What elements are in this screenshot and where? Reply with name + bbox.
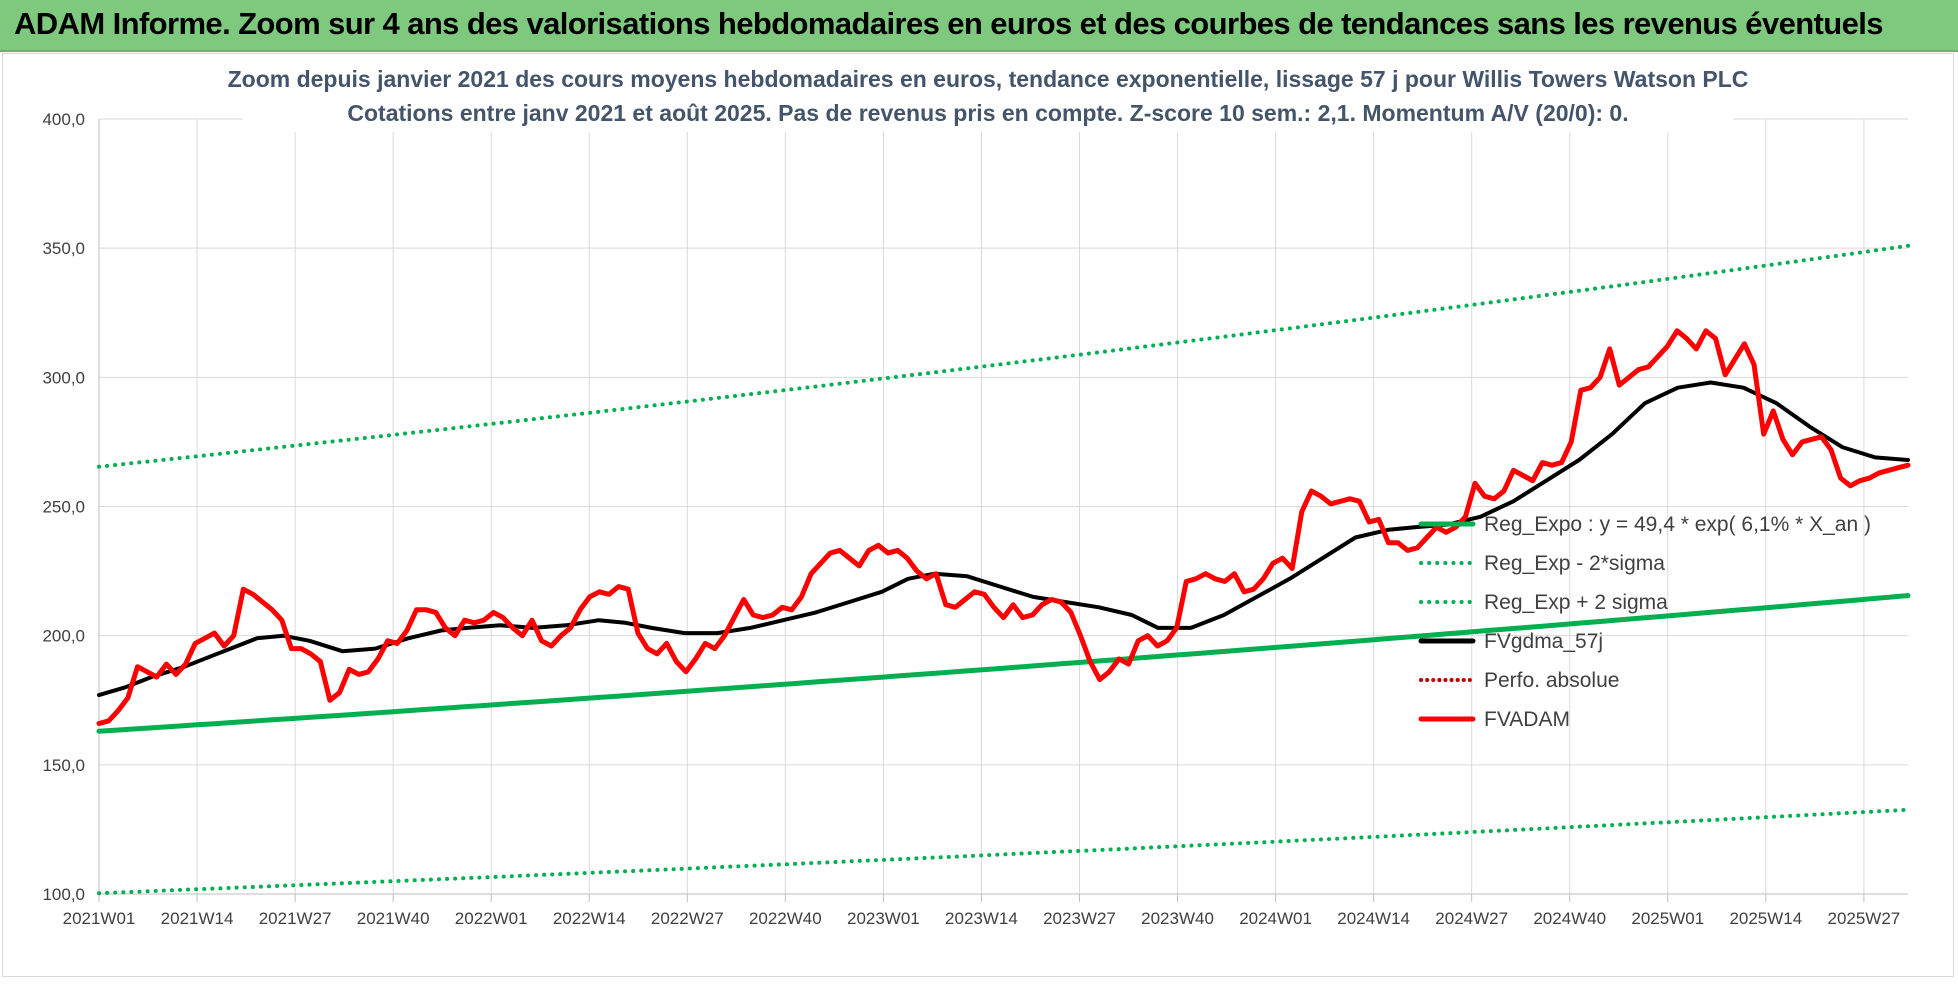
x-tick-label: 2024W27 (1435, 909, 1508, 928)
legend-label: Perfo. absolue (1484, 669, 1619, 692)
chart-axes: 100,0 150,0 200,0 250,0 300,0 350,0 400,0 2021W… (42, 110, 1908, 928)
x-tick-label: 2021W40 (357, 909, 430, 928)
y-tick-label: 150,0 (42, 756, 85, 775)
x-tick-label: 2025W14 (1729, 909, 1802, 928)
line-chart: 100,0 150,0 200,0 250,0 300,0 350,0 400,0 2021W… (42, 58, 1911, 928)
y-tick-label: 300,0 (42, 368, 85, 387)
regression-line (96, 593, 1911, 734)
x-tick-label: 2025W01 (1631, 909, 1704, 928)
x-tick-label: 2023W01 (847, 909, 920, 928)
chart-title: Zoom depuis janvier 2021 des cours moyen… (228, 58, 1749, 132)
price-line (96, 328, 1911, 726)
chart-title-line-2: Cotations entre janv 2021 et août 2025. … (347, 100, 1628, 126)
x-tick-label: 2024W40 (1533, 909, 1606, 928)
y-tick-label: 100,0 (42, 885, 85, 904)
x-tick-label: 2025W27 (1827, 909, 1900, 928)
x-tick-label: 2023W14 (945, 909, 1018, 928)
x-tick-label: 2022W14 (553, 909, 626, 928)
legend-label: Reg_Expo : y = 49,4 * exp( 6,1% * X_an ) (1484, 513, 1871, 536)
report-banner: ADAM Informe. Zoom sur 4 ans des valoris… (0, 0, 1958, 52)
x-tick-label: 2021W14 (161, 909, 234, 928)
legend-label: FVgdma_57j (1484, 630, 1603, 653)
chart-title-line-1: Zoom depuis janvier 2021 des cours moyen… (228, 66, 1749, 92)
x-tick-label: 2024W14 (1337, 909, 1410, 928)
legend-label: Reg_Exp + 2 sigma (1484, 591, 1668, 614)
regression-plus-2sigma-line (97, 243, 1910, 469)
x-tick-label: 2023W27 (1043, 909, 1116, 928)
x-tick-label: 2022W40 (749, 909, 822, 928)
x-tick-label: 2022W01 (455, 909, 528, 928)
report-title: ADAM Informe. Zoom sur 4 ans des valoris… (14, 6, 1884, 41)
legend-label: FVADAM (1484, 708, 1570, 731)
moving-average-line (97, 380, 1910, 698)
chart-container: 100,0 150,0 200,0 250,0 300,0 350,0 400,0 2021W… (2, 53, 1954, 977)
x-tick-label: 2022W27 (651, 909, 724, 928)
x-tick-label: 2021W27 (259, 909, 332, 928)
chart-legend: Reg_Expo : y = 49,4 * exp( 6,1% * X_an )… (1418, 513, 1871, 731)
y-tick-label: 200,0 (42, 627, 85, 646)
x-tick-label: 2023W40 (1141, 909, 1214, 928)
x-tick-label: 2024W01 (1239, 909, 1312, 928)
y-tick-label: 350,0 (42, 239, 85, 258)
regression-minus-2sigma-line (97, 807, 1910, 896)
chart-gridlines (98, 118, 1908, 895)
chart-title-background (243, 58, 1733, 132)
y-tick-label: 250,0 (42, 498, 85, 517)
legend-label: Reg_Exp - 2*sigma (1484, 552, 1665, 575)
y-tick-label: 400,0 (42, 110, 85, 129)
x-tick-label: 2021W01 (63, 909, 136, 928)
chart-series (96, 243, 1911, 896)
